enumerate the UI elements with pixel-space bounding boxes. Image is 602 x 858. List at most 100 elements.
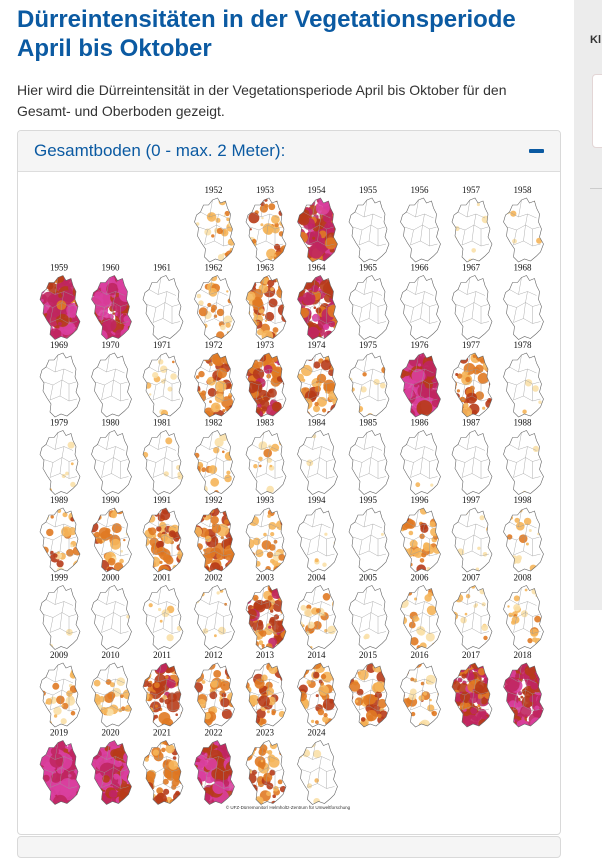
- year-label: 1968: [514, 263, 533, 273]
- accordion-header[interactable]: Gesamtboden (0 - max. 2 Meter):: [18, 131, 560, 172]
- year-label: 1976: [411, 340, 430, 350]
- drought-map: [39, 740, 81, 805]
- year-label: 1974: [308, 340, 327, 350]
- drought-map: [91, 507, 132, 573]
- year-label: 1982: [205, 418, 223, 428]
- drought-map: [245, 275, 287, 340]
- year-label: 2005: [359, 573, 378, 583]
- year-label: 1953: [256, 185, 275, 195]
- accordion-panel-next[interactable]: [17, 836, 561, 858]
- year-label: 1999: [50, 573, 69, 583]
- drought-map: [39, 585, 81, 650]
- drought-map: [348, 662, 390, 728]
- year-label: 1992: [205, 495, 223, 505]
- drought-map: [194, 430, 235, 495]
- drought-map: [400, 507, 441, 573]
- minus-icon[interactable]: [526, 141, 546, 161]
- year-label: 2002: [205, 573, 223, 583]
- drought-map: [142, 352, 184, 418]
- drought-map: [194, 662, 235, 728]
- drought-map: [91, 662, 132, 728]
- drought-map: [400, 430, 441, 495]
- drought-map: [245, 507, 287, 573]
- year-label: 2023: [256, 728, 275, 738]
- year-label: 2024: [308, 728, 327, 738]
- year-label: 2004: [308, 573, 327, 583]
- year-label: 2021: [153, 728, 171, 738]
- year-label: 2015: [359, 650, 378, 660]
- year-label: 1996: [411, 495, 430, 505]
- year-label: 1994: [308, 495, 327, 505]
- drought-map: [297, 275, 338, 340]
- year-label: 1971: [153, 340, 171, 350]
- year-label: 1961: [153, 263, 171, 273]
- year-label: 1991: [153, 495, 171, 505]
- drought-map: [142, 740, 184, 805]
- drought-map: [91, 585, 132, 650]
- year-label: 2019: [50, 728, 69, 738]
- drought-map: [348, 507, 390, 573]
- drought-map: [91, 352, 132, 418]
- accordion-panel-gesamtboden: Gesamtboden (0 - max. 2 Meter): 1952 1953…: [17, 130, 561, 835]
- year-label: 1955: [359, 185, 378, 195]
- year-label: 1977: [462, 340, 481, 350]
- year-label: 2007: [462, 573, 481, 583]
- drought-map: [39, 275, 81, 340]
- year-label: 1980: [102, 418, 121, 428]
- year-label: 1972: [205, 340, 223, 350]
- year-label: 1989: [50, 495, 69, 505]
- drought-map: [245, 197, 287, 263]
- drought-map: [245, 352, 287, 418]
- sidebar-divider: [590, 188, 602, 189]
- drought-map: [142, 507, 184, 573]
- year-label: 1969: [50, 340, 69, 350]
- year-label: 2022: [205, 728, 223, 738]
- year-label: 1979: [50, 418, 69, 428]
- drought-map: [297, 740, 338, 805]
- year-label: 2000: [102, 573, 121, 583]
- year-label: 1995: [359, 495, 378, 505]
- year-label: 1988: [514, 418, 533, 428]
- drought-map: [451, 662, 493, 728]
- drought-map: [91, 740, 132, 805]
- year-label: 1960: [102, 263, 121, 273]
- intro-text: Hier wird die Dürreintensität in der Veg…: [17, 82, 507, 119]
- year-label: 2011: [153, 650, 171, 660]
- drought-map: [348, 430, 390, 495]
- drought-map: [451, 430, 493, 495]
- year-label: 1998: [514, 495, 533, 505]
- year-label: 1958: [514, 185, 533, 195]
- drought-map: [503, 352, 544, 418]
- drought-map: [194, 507, 235, 573]
- year-label: 1966: [411, 263, 430, 273]
- drought-map: [142, 585, 184, 650]
- year-label: 1975: [359, 340, 378, 350]
- year-label: 1952: [205, 185, 223, 195]
- drought-map: [194, 740, 235, 805]
- drought-map: [297, 585, 338, 650]
- drought-map: [142, 275, 184, 340]
- drought-map: [400, 197, 441, 263]
- drought-map: [348, 197, 390, 263]
- drought-maps-figure: 1952 1953 1954 1955 1956 1957 1958 1959 1960 1961…: [39, 185, 544, 810]
- sidebar-card: [592, 74, 602, 148]
- drought-map: [400, 275, 441, 340]
- year-label: 1993: [256, 495, 275, 505]
- year-label: 2012: [205, 650, 223, 660]
- drought-map: [503, 507, 544, 573]
- drought-map: [39, 507, 81, 573]
- year-label: 2001: [153, 573, 171, 583]
- drought-map: [451, 197, 493, 263]
- year-label: 1981: [153, 418, 171, 428]
- drought-map: [39, 662, 81, 728]
- year-label: 2009: [50, 650, 69, 660]
- year-label: 1970: [102, 340, 121, 350]
- year-label: 1984: [308, 418, 327, 428]
- drought-map: [297, 197, 338, 263]
- drought-map: [348, 585, 390, 650]
- drought-map-grid: 1952 1953 1954 1955 1956 1957 1958 1959 1960 1961…: [18, 172, 560, 834]
- drought-map: [503, 197, 544, 263]
- year-label: 1962: [205, 263, 223, 273]
- drought-map: [194, 585, 235, 650]
- year-label: 2008: [514, 573, 533, 583]
